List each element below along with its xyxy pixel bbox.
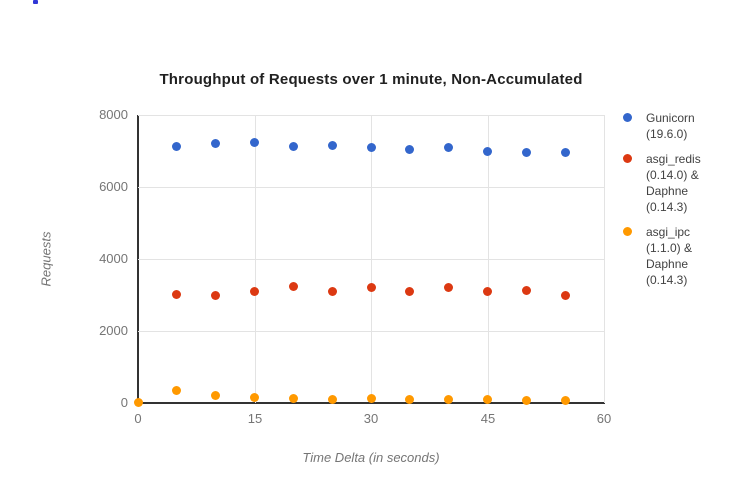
data-point-Gunicorn[interactable] <box>172 141 182 151</box>
legend-entry: asgi_ipc (1.1.0) & Daphne (0.14.3) <box>623 224 735 288</box>
x-axis-title: Time Delta (in seconds) <box>302 450 440 465</box>
x-tick-label: 0 <box>134 411 142 426</box>
data-point-Gunicorn[interactable] <box>327 141 337 151</box>
data-point-asgi_redis[interactable] <box>521 286 531 296</box>
legend-dot-icon <box>623 113 632 122</box>
data-point-asgi_redis[interactable] <box>172 289 182 299</box>
data-point-asgi_ipc[interactable] <box>483 395 492 405</box>
data-point-asgi_redis[interactable] <box>211 290 221 300</box>
data-point-asgi_redis[interactable] <box>250 287 259 297</box>
data-point-asgi_ipc[interactable] <box>133 397 143 407</box>
data-point-asgi_ipc[interactable] <box>250 393 259 403</box>
data-point-Gunicorn[interactable] <box>366 142 376 152</box>
y-tick-label: 2000 <box>99 323 128 338</box>
data-point-asgi_redis[interactable] <box>288 281 298 291</box>
data-point-asgi_ipc[interactable] <box>521 395 531 405</box>
data-point-asgi_ipc[interactable] <box>327 394 337 404</box>
x-tick-label: 45 <box>480 411 496 426</box>
data-point-asgi_redis[interactable] <box>444 282 454 292</box>
legend-dot-icon <box>623 154 632 163</box>
v-gridline <box>371 115 372 403</box>
data-point-Gunicorn[interactable] <box>483 146 492 156</box>
data-point-Gunicorn[interactable] <box>211 139 221 149</box>
v-gridline <box>255 115 256 403</box>
data-point-asgi_ipc[interactable] <box>211 391 221 401</box>
legend-entry: asgi_redis (0.14.0) & Daphne (0.14.3) <box>623 151 735 215</box>
legend-dot-icon <box>623 227 632 236</box>
data-point-asgi_ipc[interactable] <box>444 394 454 404</box>
legend-entry: Gunicorn (19.6.0) <box>623 110 735 142</box>
data-point-asgi_ipc[interactable] <box>405 394 415 404</box>
data-point-asgi_redis[interactable] <box>327 286 337 296</box>
y-tick-label: 0 <box>120 395 128 410</box>
x-tick-label: 60 <box>596 411 612 426</box>
data-point-Gunicorn[interactable] <box>288 142 298 152</box>
v-gridline <box>488 115 489 403</box>
chart-title: Throughput of Requests over 1 minute, No… <box>159 71 583 88</box>
data-point-Gunicorn[interactable] <box>560 148 570 158</box>
data-point-Gunicorn[interactable] <box>521 147 531 157</box>
data-point-asgi_ipc[interactable] <box>560 395 570 405</box>
data-point-Gunicorn[interactable] <box>444 142 454 152</box>
y-tick-label: 4000 <box>99 251 128 266</box>
data-point-asgi_redis[interactable] <box>560 290 570 300</box>
screen-edge-artifact <box>33 0 38 4</box>
data-point-Gunicorn[interactable] <box>405 145 415 155</box>
legend-label: asgi_ipc (1.1.0) & Daphne (0.14.3) <box>646 225 693 287</box>
data-point-asgi_redis[interactable] <box>366 282 376 292</box>
x-tick-label: 15 <box>247 411 263 426</box>
data-point-Gunicorn[interactable] <box>250 138 259 148</box>
legend-label: asgi_redis (0.14.0) & Daphne (0.14.3) <box>646 152 701 214</box>
data-point-asgi_ipc[interactable] <box>172 385 182 395</box>
y-tick-label: 8000 <box>99 107 128 122</box>
y-axis-title: Requests <box>38 231 54 287</box>
v-gridline <box>604 115 605 403</box>
chart-legend: Gunicorn (19.6.0) asgi_redis (0.14.0) & Daph… <box>623 110 735 288</box>
data-point-asgi_ipc[interactable] <box>288 394 298 404</box>
x-tick-label: 30 <box>363 411 379 426</box>
legend-label: Gunicorn (19.6.0) <box>646 111 695 141</box>
data-point-asgi_redis[interactable] <box>483 286 492 296</box>
y-tick-label: 6000 <box>99 179 128 194</box>
data-point-asgi_ipc[interactable] <box>366 394 376 404</box>
data-point-asgi_redis[interactable] <box>405 287 415 297</box>
